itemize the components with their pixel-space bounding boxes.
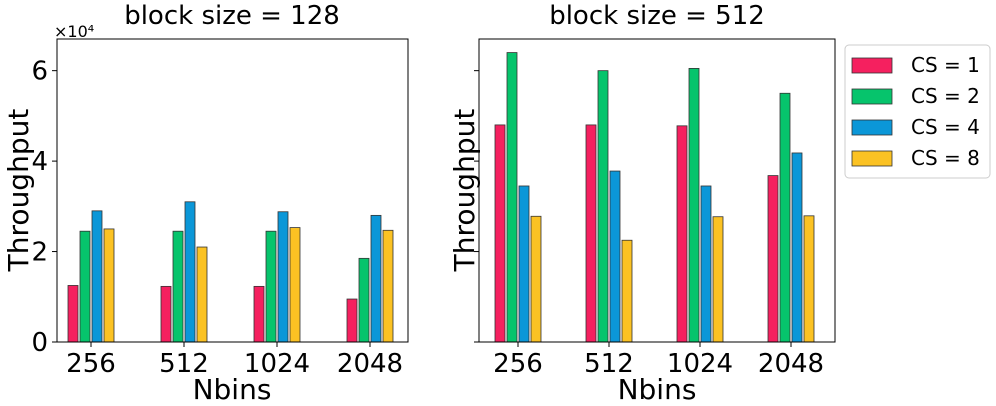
- x-ticks: 256 512 1024 2048: [66, 342, 403, 379]
- bar-cs-8-nbins-512: [621, 239, 633, 343]
- legend-swatch: [851, 119, 893, 136]
- bar-cs-4-nbins-256: [518, 185, 530, 343]
- chart-title: block size = 128: [124, 1, 340, 31]
- bar-cs-1-nbins-2048: [767, 175, 779, 343]
- legend-label: CS = 2: [911, 84, 980, 108]
- chart-panel-block-512: block size = 512 Throughput Nbins 256 512…: [448, 1, 836, 406]
- y-tick-label: 6: [31, 57, 48, 87]
- bar-cs-8-nbins-256: [530, 215, 542, 343]
- plot-frame: [56, 38, 409, 343]
- y-tick-label: 2: [31, 238, 48, 268]
- y-multiplier: ×10⁴: [54, 22, 94, 41]
- x-tick-label: 256: [66, 349, 116, 379]
- x-ticks: 256 512 1024 2048: [493, 342, 824, 379]
- bar-cs-4-nbins-2048: [370, 214, 382, 343]
- bar-cs-1-nbins-512: [585, 124, 597, 343]
- legend-entries: CS = 1 CS = 2 CS = 4 CS = 8: [851, 53, 980, 170]
- bar-cs-8-nbins-1024: [289, 227, 301, 343]
- y-axis-label: Throughput: [448, 109, 481, 273]
- y-ticks: 0 2 4 6: [31, 57, 57, 358]
- x-tick-label: 2048: [337, 349, 403, 379]
- bar-cs-1-nbins-256: [494, 124, 506, 343]
- bar-cs-4-nbins-1024: [277, 211, 289, 343]
- x-axis-label: Nbins: [193, 373, 272, 406]
- bars-group: [494, 52, 815, 343]
- bar-cs-4-nbins-1024: [700, 185, 712, 343]
- legend-frame: [844, 44, 991, 179]
- legend-swatch: [851, 57, 893, 74]
- bar-cs-2-nbins-1024: [265, 230, 277, 343]
- x-tick-label: 1024: [667, 349, 733, 379]
- bar-cs-2-nbins-1024: [688, 67, 700, 343]
- bar-cs-8-nbins-1024: [712, 216, 724, 343]
- bar-cs-2-nbins-256: [79, 230, 91, 343]
- legend-label: CS = 1: [911, 53, 980, 77]
- bar-cs-8-nbins-2048: [382, 229, 394, 343]
- bar-cs-2-nbins-256: [506, 52, 518, 343]
- y-tick-label: 4: [31, 147, 48, 177]
- chart-panel-block-128: block size = 128 ×10⁴ Throughput Nbins 2…: [2, 1, 409, 406]
- bar-cs-2-nbins-512: [172, 230, 184, 343]
- legend-swatch: [851, 150, 893, 167]
- legend-swatch: [851, 88, 893, 105]
- x-tick-label: 512: [584, 349, 634, 379]
- bar-cs-4-nbins-512: [184, 201, 196, 343]
- bar-cs-2-nbins-512: [597, 70, 609, 343]
- plot-frame: [478, 38, 836, 343]
- bar-cs-1-nbins-256: [67, 285, 79, 343]
- x-tick-label: 2048: [758, 349, 824, 379]
- bar-cs-1-nbins-1024: [676, 125, 688, 343]
- y-ticks: [474, 70, 479, 343]
- legend: CS = 1 CS = 2 CS = 4 CS = 8: [844, 44, 991, 179]
- legend-label: CS = 8: [911, 146, 980, 170]
- bars-group: [67, 201, 394, 343]
- bar-cs-8-nbins-2048: [803, 215, 815, 343]
- legend-label: CS = 4: [911, 115, 980, 139]
- x-tick-label: 1024: [244, 349, 310, 379]
- bar-cs-2-nbins-2048: [358, 257, 370, 343]
- bar-cs-1-nbins-2048: [346, 298, 358, 343]
- bar-cs-4-nbins-2048: [791, 152, 803, 343]
- x-tick-label: 512: [159, 349, 209, 379]
- bar-cs-8-nbins-512: [196, 246, 208, 343]
- y-tick-label: 0: [31, 328, 48, 358]
- bar-cs-4-nbins-512: [609, 170, 621, 343]
- bar-cs-4-nbins-256: [91, 210, 103, 343]
- x-axis-label: Nbins: [618, 373, 697, 406]
- x-tick-label: 256: [493, 349, 543, 379]
- bar-cs-1-nbins-1024: [253, 285, 265, 343]
- y-axis-label: Throughput: [2, 109, 35, 273]
- chart-title: block size = 512: [549, 1, 765, 31]
- bar-cs-2-nbins-2048: [779, 92, 791, 343]
- bar-cs-1-nbins-512: [160, 285, 172, 343]
- bar-cs-8-nbins-256: [103, 228, 115, 343]
